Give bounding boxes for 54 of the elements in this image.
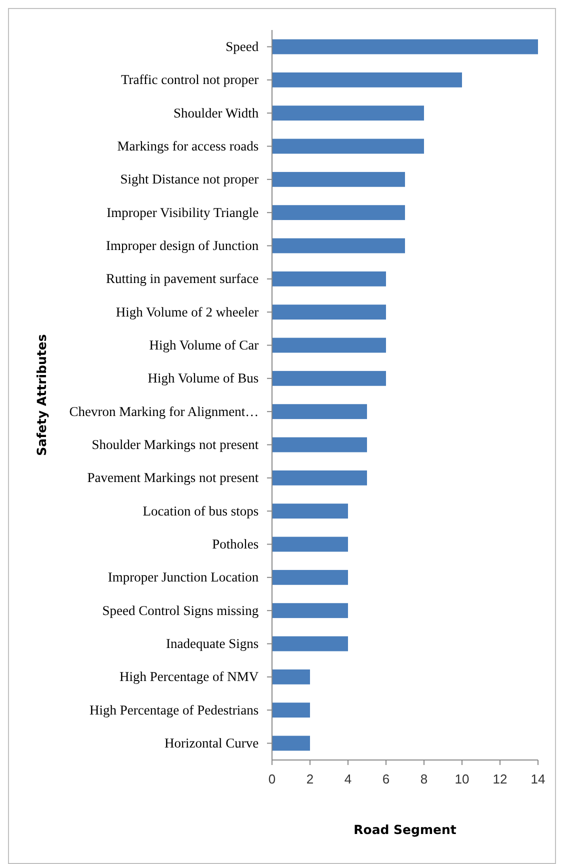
y-tick-label: Pavement Markings not present [87,470,259,486]
y-tick-label: Horizontal Curve [164,736,259,751]
bar [272,702,310,718]
bar [272,736,310,751]
y-tick-label: Improper Junction Location [108,570,259,585]
y-tick-label: Rutting in pavement surface [106,271,259,286]
bar [272,636,348,652]
bar [272,404,367,420]
y-tick-label: Inadequate Signs [166,636,259,652]
y-tick-label: High Percentage of Pedestrians [90,702,259,718]
bar [272,504,348,519]
y-tick-label: Sight Distance not proper [120,172,260,187]
bar [272,304,386,320]
y-tick-label: Shoulder Markings not present [92,437,259,452]
x-tick-label: 2 [306,772,314,787]
x-axis-title: Road Segment [354,822,456,837]
y-tick-label: Improper Visibility Triangle [106,204,259,220]
y-tick-label: Markings for access roads [117,138,259,154]
x-tick-label: 6 [382,772,390,787]
y-tick-label: Improper design of Junction [106,238,259,254]
bar [272,603,348,618]
x-tick-label: 0 [268,772,276,787]
y-tick-label: High Volume of Car [149,338,260,353]
bar [272,570,348,585]
y-tick-label: Speed Control Signs missing [102,602,259,618]
x-tick-label: 4 [344,772,352,787]
bar [272,72,462,88]
bar [272,370,386,386]
y-tick-label: Speed [226,39,259,54]
bar [272,470,367,486]
y-tick-label: High Volume of 2 wheeler [116,304,260,320]
bar [272,271,386,286]
y-tick-label: High Percentage of NMV [120,669,259,684]
bar [272,205,405,220]
y-tick-label: Potholes [212,536,259,552]
y-axis-title: Safety Attributes [34,334,49,456]
y-tick-label: Traffic control not proper [120,72,260,88]
y-tick-label: High Volume of Bus [148,370,259,386]
bar [272,138,424,154]
bar [272,437,367,452]
x-tick-label: 14 [530,772,546,787]
x-tick-label: 8 [420,772,428,787]
bar [272,39,538,54]
y-tick-label: Shoulder Width [174,105,259,120]
bar [272,338,386,353]
bar [272,106,424,121]
bar [272,172,405,187]
x-tick-label: 12 [492,772,508,787]
bar [272,536,348,552]
x-tick-label: 10 [454,772,470,787]
bar [272,669,310,684]
bar [272,238,405,254]
y-tick-label: Location of bus stops [142,503,259,518]
y-tick-label: Chevron Marking for Alignment… [69,404,259,419]
